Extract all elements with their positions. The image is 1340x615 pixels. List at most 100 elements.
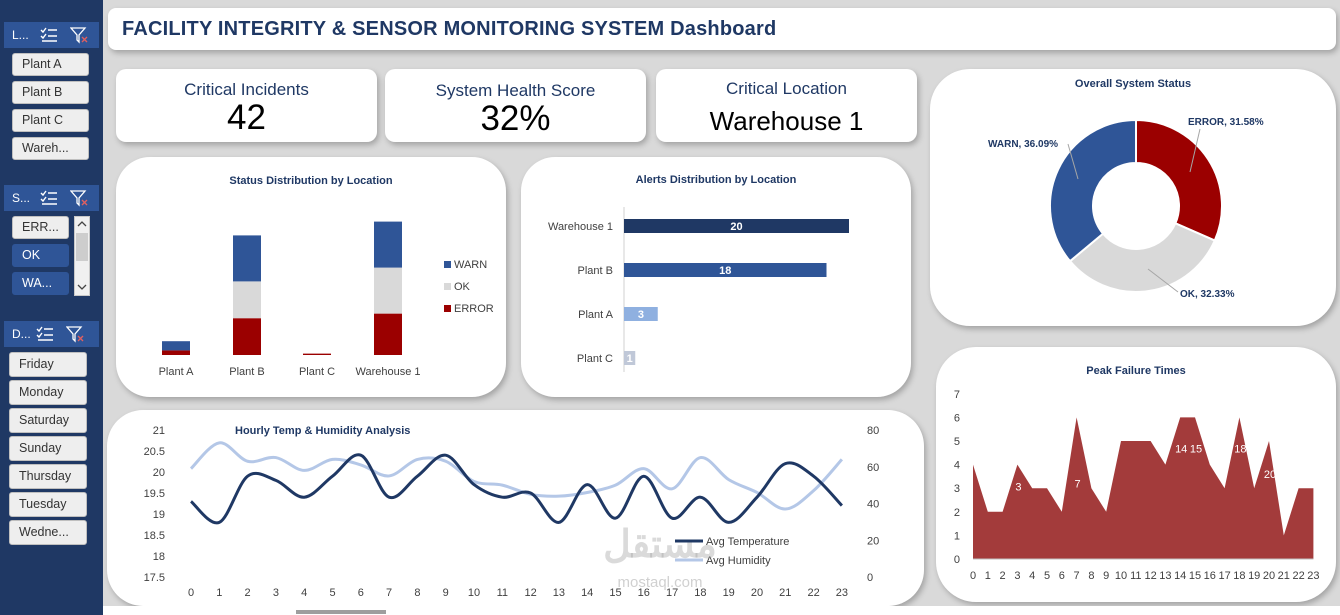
x-tick-label: 19 [723, 587, 735, 599]
scroll-down-icon[interactable] [77, 283, 87, 291]
legend-swatch [444, 283, 451, 290]
header-banner: FACILITY INTEGRITY & SENSOR MONITORING S… [108, 8, 1336, 50]
x-tick-label: 20 [751, 587, 763, 599]
right-axis-tick: 40 [867, 499, 879, 511]
bar-segment-warn [233, 235, 261, 282]
x-tick-label: 3 [273, 587, 279, 599]
multi-select-icon[interactable] [40, 189, 58, 207]
day-slicer-header: D... [4, 321, 99, 347]
x-tick-label: 3 [1014, 570, 1020, 582]
slicer-item-warehouse[interactable]: Wareh... [12, 137, 89, 160]
sheet-bottom-bar [103, 606, 1340, 615]
slicer-item-sunday[interactable]: Sunday [9, 436, 87, 461]
x-tick-label: 11 [1130, 570, 1141, 582]
slicer-item-monday[interactable]: Monday [9, 380, 87, 405]
scroll-up-icon[interactable] [77, 220, 87, 228]
legend-label: OK [454, 281, 471, 293]
x-tick-label: 15 [1189, 570, 1201, 582]
y-tick-label: 1 [954, 530, 960, 542]
slicer-item-thursday[interactable]: Thursday [9, 464, 87, 489]
y-tick-label: 7 [954, 389, 960, 401]
area-annotation: 7 [1075, 478, 1081, 490]
clear-filter-icon[interactable] [66, 325, 84, 343]
bar-segment-warn [374, 221, 402, 268]
left-axis-tick: 21 [153, 425, 165, 437]
slicer-item-warn[interactable]: WA... [12, 272, 69, 295]
x-tick-label: 6 [358, 587, 364, 599]
x-tick-label: 6 [1059, 570, 1065, 582]
x-tick-label: 17 [666, 587, 678, 599]
x-tick-label: 14 [1174, 570, 1186, 582]
x-tick-label: 23 [836, 587, 848, 599]
x-tick-label: 14 [581, 587, 593, 599]
slicer-item-ok[interactable]: OK [12, 244, 69, 267]
alert-bar [624, 307, 658, 321]
legend-label: ERROR [454, 303, 494, 315]
x-tick-label: 18 [694, 587, 706, 599]
slice-label: WARN, 36.09% [988, 139, 1058, 150]
donut-slice-warn [1049, 118, 1137, 263]
slicer-item-wednesday[interactable]: Wedne... [9, 520, 87, 545]
area-annotation: 15 [1190, 443, 1202, 455]
x-tick-label: 21 [1278, 570, 1290, 582]
alerts-distribution-card: Alerts Distribution by Location Warehous… [521, 157, 911, 397]
data-label: 1 [627, 353, 633, 365]
page-title: FACILITY INTEGRITY & SENSOR MONITORING S… [122, 18, 777, 40]
peak-failure-card: Peak Failure Times 0 1 2 3 4 5 6 7 0 1 2 3 4 5 6 7 8 9 10 1… [936, 347, 1336, 602]
slicer-item-plant-a[interactable]: Plant A [12, 53, 89, 76]
x-tick-label: 12 [524, 587, 536, 599]
x-tick-label: 22 [807, 587, 819, 599]
x-tick-label: 16 [1204, 570, 1216, 582]
bar-segment-error [374, 313, 402, 355]
leader-line [1067, 143, 1079, 180]
data-label: 20 [730, 221, 742, 233]
multi-select-icon[interactable] [40, 26, 58, 44]
legend-label: Avg Humidity [706, 555, 771, 567]
x-tick-label: Warehouse 1 [355, 366, 420, 378]
x-tick-label: 16 [638, 587, 650, 599]
bar-segment-warn [162, 341, 190, 351]
clear-filter-icon[interactable] [70, 189, 88, 207]
x-tick-label: 20 [1263, 570, 1275, 582]
slicer-item-tuesday[interactable]: Tuesday [9, 492, 87, 517]
location-slicer-header: L... [4, 22, 99, 48]
clear-filter-icon[interactable] [70, 26, 88, 44]
x-tick-label: 13 [1159, 570, 1171, 582]
slicer-item-saturday[interactable]: Saturday [9, 408, 87, 433]
watermark-latin: mostaql.com [617, 574, 703, 591]
x-tick-label: 5 [1044, 570, 1050, 582]
slice-label: ERROR, 31.58% [1188, 117, 1264, 128]
alert-bar [624, 351, 636, 365]
status-slicer-scrollbar[interactable] [74, 216, 90, 296]
x-tick-label: 22 [1292, 570, 1304, 582]
kpi-card-health-score: System Health Score 32% [385, 69, 646, 142]
slicer-item-friday[interactable]: Friday [9, 352, 87, 377]
kpi-value: 42 [227, 98, 266, 137]
slice-label: OK, 32.33% [1180, 289, 1235, 300]
x-tick-label: 1 [216, 587, 222, 599]
right-axis-tick: 20 [867, 535, 879, 547]
scrollbar-thumb[interactable] [76, 233, 88, 261]
bar-segment-error [303, 353, 331, 355]
leader-line [1189, 128, 1201, 173]
donut-slice-ok [1068, 221, 1217, 293]
slicer-item-plant-c[interactable]: Plant C [12, 109, 89, 132]
slicer-item-error[interactable]: ERR... [12, 216, 69, 239]
x-tick-label: 21 [779, 587, 791, 599]
area-annotation: 20 [1264, 469, 1276, 481]
x-tick-label: 1 [985, 570, 991, 582]
overall-status-chart: ERROR, 31.58% OK, 32.33% WARN, 36.09% [988, 117, 1264, 300]
left-axis-tick: 19.5 [144, 488, 165, 500]
slicer-item-plant-b[interactable]: Plant B [12, 81, 89, 104]
x-tick-label: 19 [1248, 570, 1260, 582]
leader-line [1147, 268, 1179, 293]
x-tick-label: 2 [245, 587, 251, 599]
multi-select-icon[interactable] [36, 325, 54, 343]
bar-segment-ok [374, 267, 402, 314]
kpi-label: Critical Incidents [184, 80, 309, 99]
location-slicer-title: L... [12, 28, 29, 42]
sheet-scroll-thumb[interactable] [296, 610, 386, 614]
y-tick-label: 6 [954, 412, 960, 424]
